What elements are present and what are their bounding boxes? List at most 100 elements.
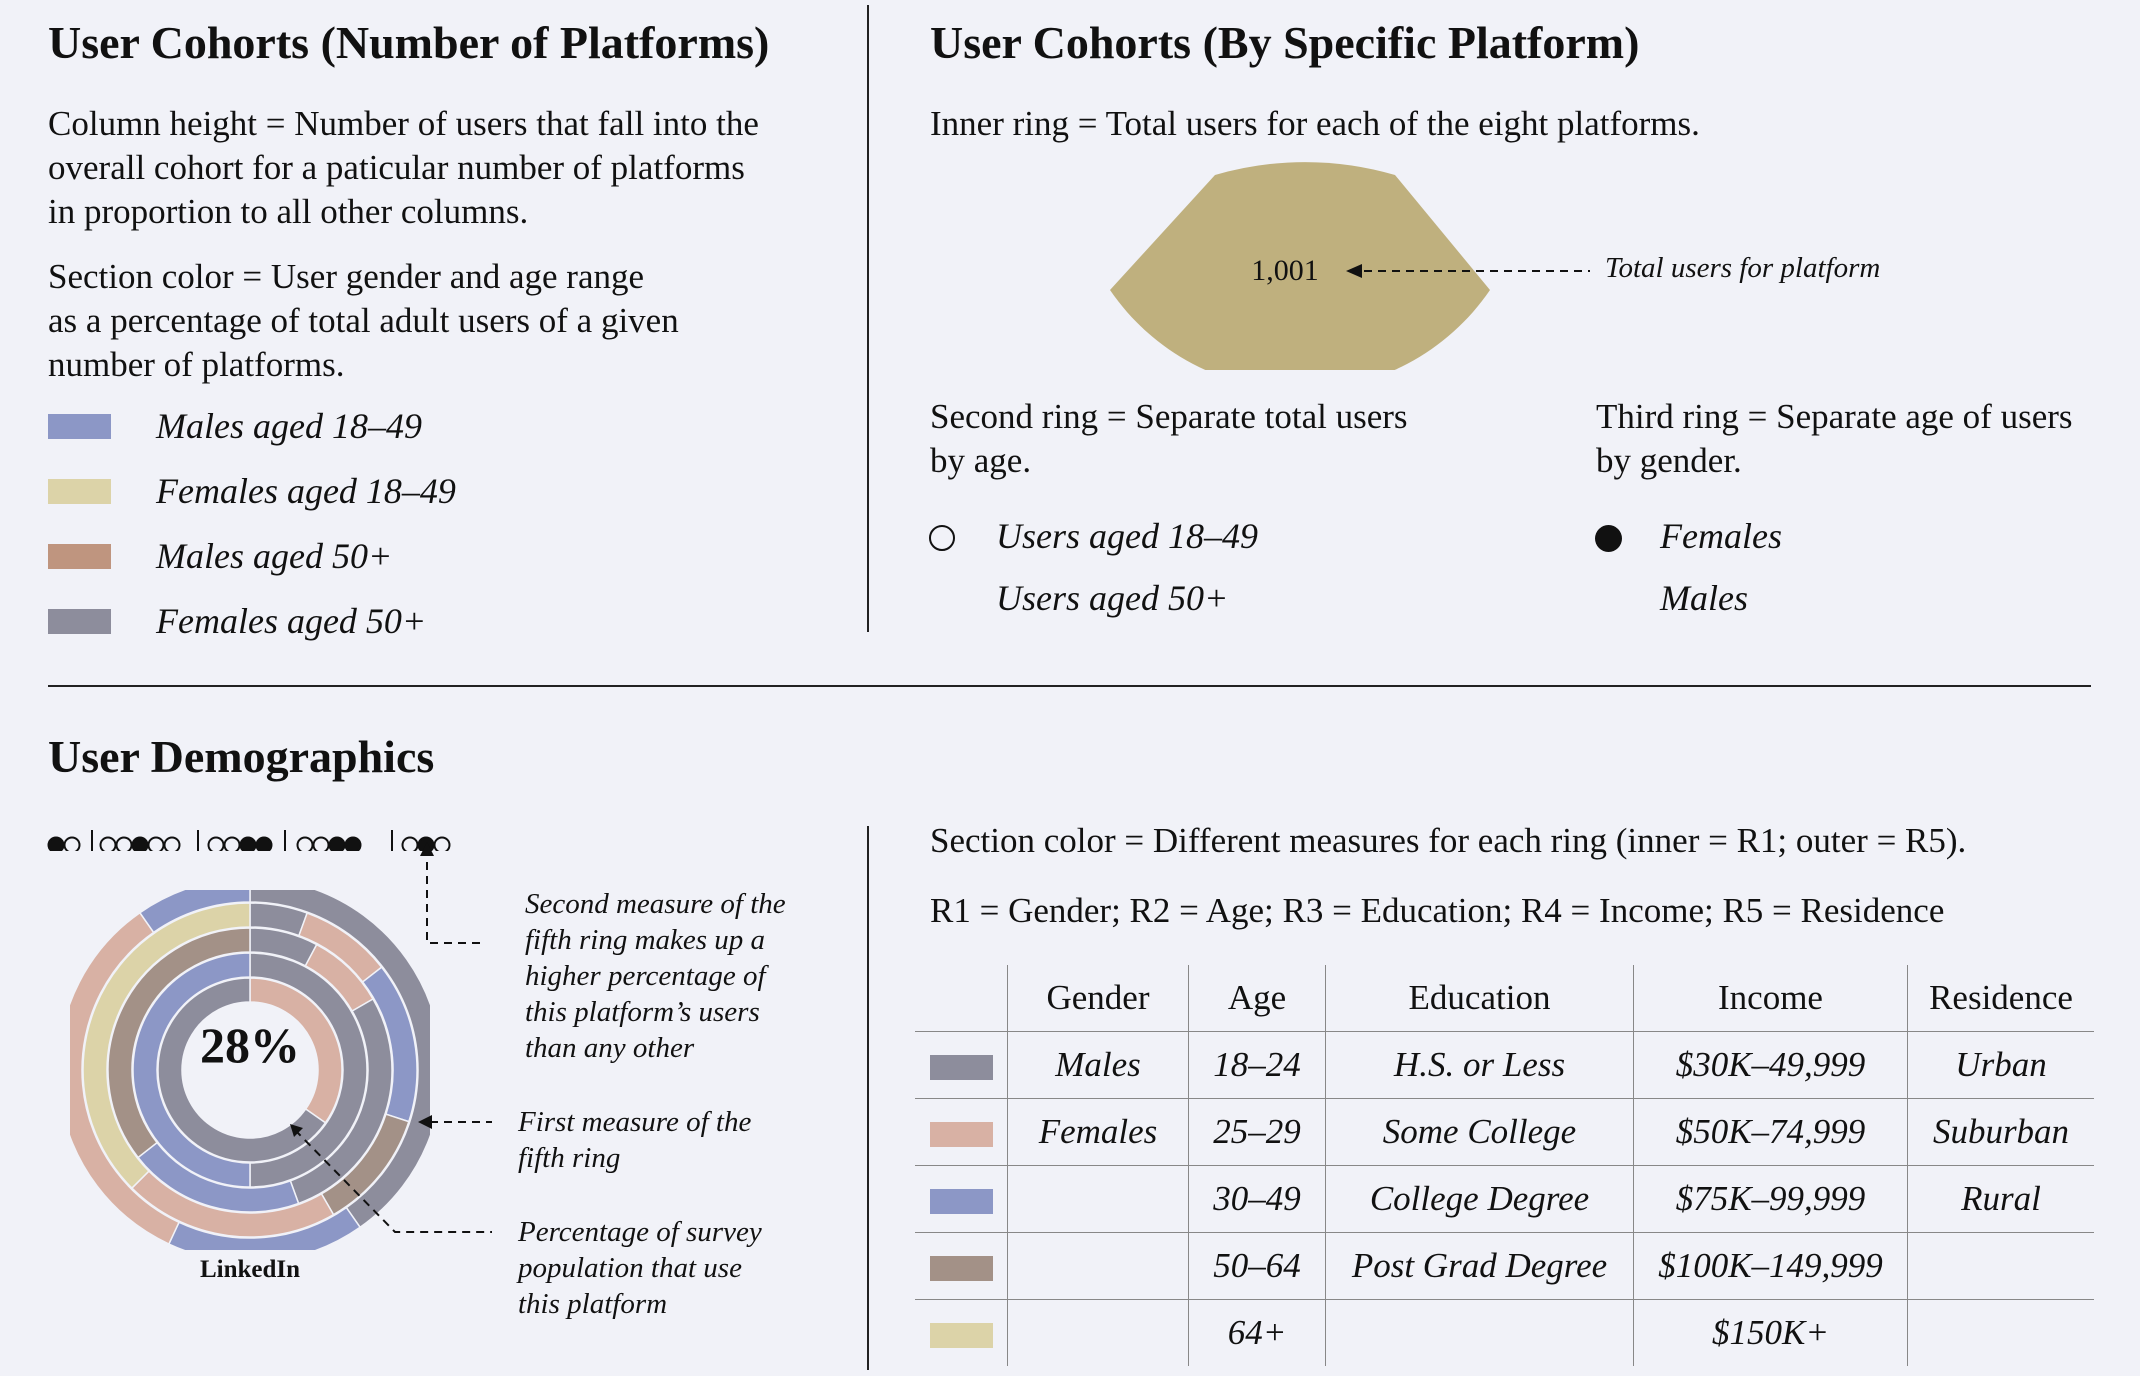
table-row: 30–49 College Degree $75K–99,999 Rural [915, 1165, 2094, 1233]
table-cell: Urban [1907, 1031, 2094, 1099]
cohorts-specific-title: User Cohorts (By Specific Platform) [930, 17, 1640, 68]
table-cell: 64+ [1188, 1299, 1326, 1366]
table-cell [1907, 1299, 2094, 1366]
donut-percentage: 28% [200, 1017, 300, 1073]
text-line: Column height = Number of users that fal… [48, 104, 759, 143]
swatch-cell [915, 1232, 1008, 1300]
table-cell: Some College [1325, 1098, 1634, 1166]
color-swatch [48, 413, 111, 439]
table-cell: Post Grad Degree [1325, 1232, 1634, 1300]
donut-ring-segment [82, 902, 251, 1190]
text-line: higher percentage of [525, 960, 766, 992]
first-measure-annotation: First measure of the fifth ring [518, 1104, 751, 1176]
text-line: this platform’s users [525, 996, 760, 1028]
column-header: Education [1325, 965, 1634, 1032]
ring-wedge-diagram: 1,001 Total users for platform [1110, 162, 1880, 370]
donut-ring-segment [138, 890, 251, 934]
table-cell: 30–49 [1188, 1165, 1326, 1233]
text-line: population that use [518, 1252, 742, 1284]
donut-ring-segment [132, 952, 251, 1188]
legend-label: Males aged 18–49 [156, 406, 422, 446]
platform-label: LinkedIn [199, 1256, 301, 1283]
table-cell [1907, 1232, 2094, 1300]
ring-dot-selector [47, 830, 451, 851]
table-cell: $75K–99,999 [1633, 1165, 1908, 1233]
filled-circle-icon [1595, 525, 1622, 552]
column-height-description: Column height = Number of users that fal… [48, 102, 759, 234]
vertical-divider [867, 5, 869, 632]
table-cell [1007, 1232, 1189, 1300]
color-swatch [929, 1256, 993, 1282]
legend-item: Males aged 50+ [48, 536, 392, 576]
demographics-title: User Demographics [48, 731, 435, 782]
demographics-table: Gender Age Education Income Residence Ma… [915, 965, 2094, 1366]
text-line: Section color = User gender and age rang… [48, 257, 645, 296]
table-cell: $30K–49,999 [1633, 1031, 1908, 1099]
arrow-head [1346, 264, 1362, 278]
color-swatch [48, 478, 111, 504]
text-line: by age. [930, 441, 1032, 480]
table-cell: College Degree [1325, 1165, 1634, 1233]
donut-ring-segment [157, 977, 327, 1163]
legend-label: Females aged 18–49 [156, 471, 456, 511]
swatch-cell [915, 1299, 1008, 1366]
table-cell [1007, 1299, 1189, 1366]
text-line: Third ring = Separate age of users [1596, 397, 2073, 436]
legend-label: Users aged 50+ [996, 578, 1229, 618]
column-header: Residence [1907, 965, 2094, 1032]
table-row: Males 18–24 H.S. or Less $30K–49,999 Urb… [915, 1031, 2094, 1099]
legend-item: Females aged 50+ [48, 601, 426, 641]
wedge-annotation: Total users for platform [1605, 252, 1880, 284]
text-line: by gender. [1596, 441, 1742, 480]
table-cell [1007, 1165, 1189, 1233]
table-row: Females 25–29 Some College $50K–74,999 S… [915, 1098, 2094, 1166]
inner-ring-description: Inner ring = Total users for each of the… [930, 104, 1700, 143]
table-row: 50–64 Post Grad Degree $100K–149,999 [915, 1232, 2094, 1300]
text-line: Second measure of the [525, 888, 786, 920]
column-header: Income [1633, 965, 1908, 1032]
third-ring-description: Third ring = Separate age of users by ge… [1596, 395, 2073, 483]
table-cell: 25–29 [1188, 1098, 1326, 1166]
second-measure-annotation: Second measure of the fifth ring makes u… [525, 886, 786, 1066]
text-line: this platform [518, 1288, 668, 1320]
section-color-description: Section color = User gender and age rang… [48, 255, 679, 387]
horizontal-divider [48, 685, 2091, 687]
text-line: fifth ring [518, 1142, 621, 1174]
color-swatch [48, 608, 111, 634]
platform-wedge [1110, 162, 1490, 370]
color-swatch [929, 1055, 993, 1081]
swatch-cell [915, 1031, 1008, 1099]
wedge-value: 1,001 [1251, 254, 1319, 287]
swatch-header [915, 965, 1008, 1032]
section-color-rings-text: Section color = Different measures for e… [930, 821, 1967, 860]
legend-item: Females aged 18–49 [48, 471, 456, 511]
table-cell: $150K+ [1633, 1299, 1908, 1366]
legend-label: Females aged 50+ [156, 601, 427, 641]
percentage-annotation: Percentage of survey population that use… [518, 1214, 762, 1322]
table-cell: Males [1007, 1031, 1189, 1099]
linkedin-donut: 28% [70, 890, 430, 1250]
text-line: as a percentage of total adult users of … [48, 301, 679, 340]
table-cell: 50–64 [1188, 1232, 1326, 1300]
table-cell: Rural [1907, 1165, 2094, 1233]
table-row: 64+ $150K+ [915, 1299, 2094, 1366]
swatch-cell [915, 1098, 1008, 1166]
table-cell: 18–24 [1188, 1031, 1326, 1099]
table-cell: Suburban [1907, 1098, 2094, 1166]
cohorts-platforms-title: User Cohorts (Number of Platforms) [48, 17, 770, 68]
open-circle-icon [929, 525, 955, 551]
text-line: than any other [525, 1032, 695, 1064]
table-cell: Females [1007, 1098, 1189, 1166]
table-header-row: Gender Age Education Income Residence [915, 965, 2094, 1032]
column-header: Age [1188, 965, 1326, 1032]
swatch-cell [915, 1165, 1008, 1233]
legend-label: Females [1660, 516, 1782, 556]
text-line: overall cohort for a paticular number of… [48, 148, 745, 187]
column-header: Gender [1007, 965, 1189, 1032]
legend-item: Males aged 18–49 [48, 406, 422, 446]
text-line: in proportion to all other columns. [48, 192, 529, 231]
color-swatch [929, 1122, 993, 1148]
legend-label: Males aged 50+ [156, 536, 393, 576]
legend-label: Users aged 18–49 [996, 516, 1258, 556]
table-cell: $100K–149,999 [1633, 1232, 1908, 1300]
